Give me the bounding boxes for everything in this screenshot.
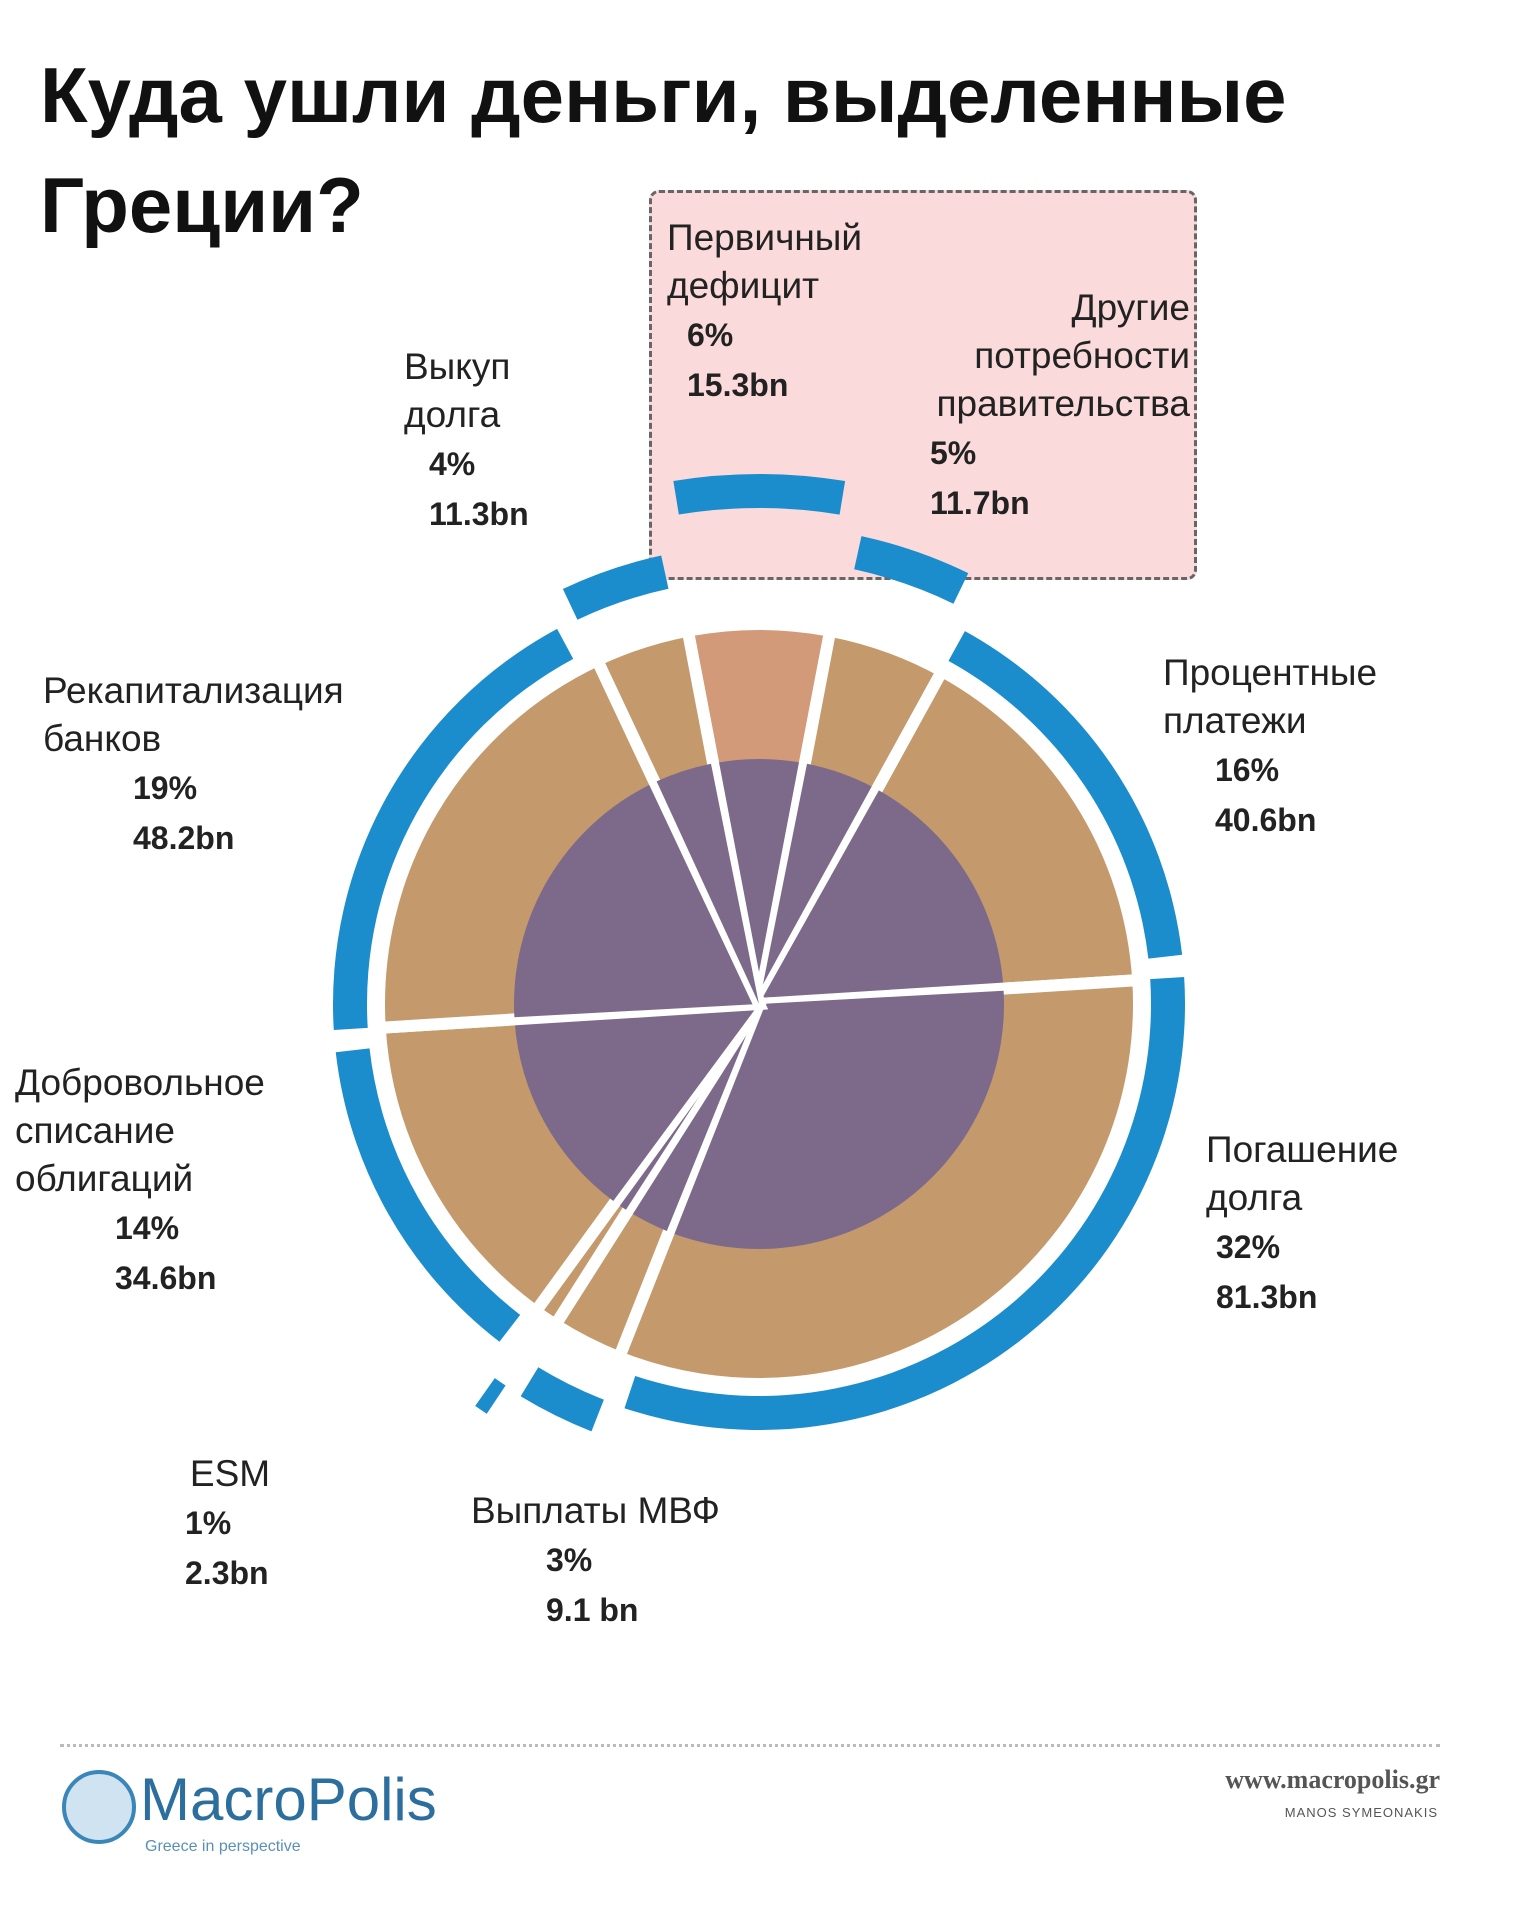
percent-label: 14% xyxy=(115,1210,180,1246)
slice-label: Первичный дефицит 6% 15.3bn xyxy=(667,214,927,410)
slice-label: ESM 1% 2.3bn xyxy=(130,1450,330,1598)
slice-label: Погашение долга 32% 81.3bn xyxy=(1206,1126,1486,1322)
percent-label: 5% xyxy=(930,435,977,471)
slice-numbers: 19% 48.2bn xyxy=(43,763,443,863)
slice-numbers: 32% 81.3bn xyxy=(1206,1222,1486,1322)
ring-arc xyxy=(333,628,574,1030)
ring-arc xyxy=(948,631,1183,959)
ring-arc xyxy=(520,1367,604,1432)
ring-arc xyxy=(335,1048,521,1342)
percent-label: 4% xyxy=(429,446,476,482)
category-name: Первичный дефицит xyxy=(667,217,863,306)
slice-label: Другие потребности правительства 5% 11.7bn xyxy=(900,284,1190,528)
amount-label: 34.6bn xyxy=(115,1260,217,1296)
logo xyxy=(62,1770,136,1844)
percent-label: 1% xyxy=(185,1505,232,1541)
slice-numbers: 3% 9.1 bn xyxy=(471,1535,791,1635)
slice-numbers: 4% 11.3bn xyxy=(404,439,604,539)
coin-center xyxy=(656,763,759,1004)
brand: MacroPolis xyxy=(140,1766,437,1833)
ring-arc xyxy=(854,536,969,604)
ring-arc xyxy=(475,1378,506,1414)
category-name: Выплаты МВФ xyxy=(471,1490,720,1531)
amount-label: 11.7bn xyxy=(930,485,1030,521)
slice-numbers: 6% 15.3bn xyxy=(667,310,927,410)
percent-label: 16% xyxy=(1215,752,1280,788)
coin-center xyxy=(759,790,1004,1004)
amount-label: 15.3bn xyxy=(687,367,789,403)
category-name: Добровольное списание облигаций xyxy=(15,1062,265,1199)
coin-center xyxy=(514,1004,759,1201)
amount-label: 11.3bn xyxy=(429,496,529,532)
slice-numbers: 5% 11.7bn xyxy=(900,428,1190,528)
slice-label: Выкуп долга 4% 11.3bn xyxy=(404,343,604,539)
title: Куда ушли деньги, выделенные Греции? xyxy=(40,51,1287,249)
percent-label: 6% xyxy=(687,317,734,353)
percent-label: 19% xyxy=(133,770,198,806)
category-name: Другие потребности правительства xyxy=(936,287,1190,424)
slice-label: Добровольное списание облигаций 14% 34.6bn xyxy=(15,1059,345,1303)
category-name: Рекапитализация банков xyxy=(43,670,344,759)
ring-arc xyxy=(673,474,846,515)
category-name: Процентные платежи xyxy=(1163,652,1378,741)
coin-center xyxy=(715,759,803,1004)
ring-arc xyxy=(624,976,1185,1430)
amount-label: 2.3bn xyxy=(185,1555,269,1591)
highlight-box xyxy=(649,190,1197,580)
percent-label: 3% xyxy=(546,1542,593,1578)
slice-numbers: 14% 34.6bn xyxy=(15,1203,345,1303)
category-name: ESM xyxy=(189,1453,271,1494)
url: www.macropolis.gr xyxy=(1225,1765,1440,1794)
slice-label: Выплаты МВФ 3% 9.1 bn xyxy=(471,1487,791,1635)
percent-label: 32% xyxy=(1216,1229,1281,1265)
slice-numbers: 16% 40.6bn xyxy=(1163,745,1463,845)
ring-arc xyxy=(562,555,669,620)
amount-label: 81.3bn xyxy=(1216,1279,1318,1315)
amount-label: 48.2bn xyxy=(133,820,235,856)
slice-numbers: 1% 2.3bn xyxy=(130,1498,330,1598)
coin-center xyxy=(670,990,1004,1249)
amount-label: 40.6bn xyxy=(1215,802,1317,838)
tagline: Greece in perspective xyxy=(145,1838,301,1855)
slice-label: Рекапитализация банков 19% 48.2bn xyxy=(43,667,443,863)
author: MANOS SYMEONAKIS xyxy=(1284,1805,1438,1820)
category-name: Погашение долга xyxy=(1206,1129,1399,1218)
slice-label: Процентные платежи 16% 40.6bn xyxy=(1163,649,1463,845)
amount-label: 9.1 bn xyxy=(546,1592,639,1628)
coin-center xyxy=(514,783,759,1018)
category-name: Выкуп долга xyxy=(404,346,511,435)
footer-line xyxy=(60,1744,1440,1747)
